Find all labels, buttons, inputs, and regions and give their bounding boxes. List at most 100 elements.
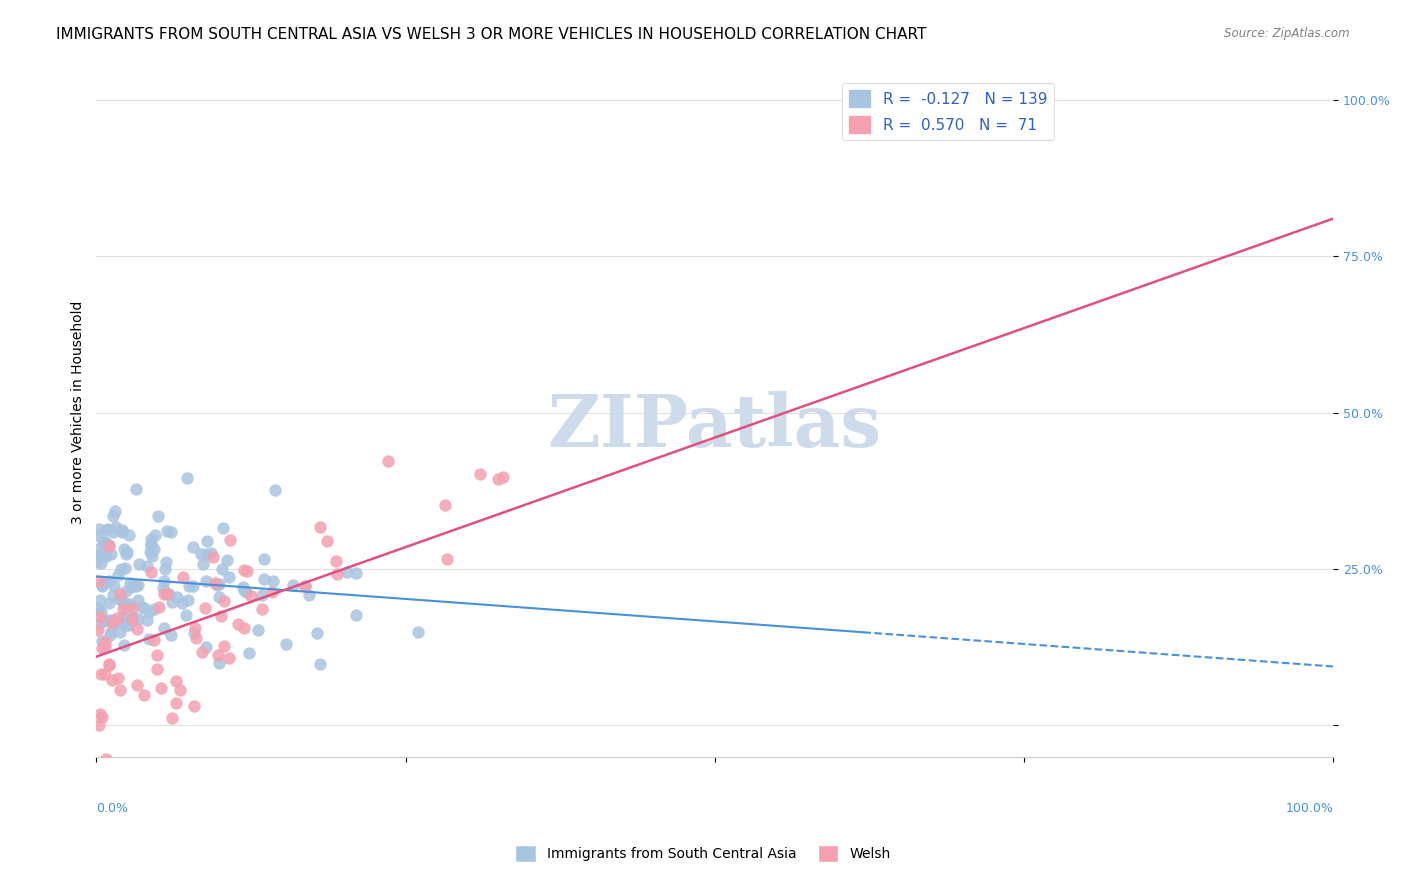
Y-axis label: 3 or more Vehicles in Household: 3 or more Vehicles in Household bbox=[72, 301, 86, 524]
Point bbox=[195, 548, 218, 562]
Point bbox=[100, 625, 122, 640]
Point bbox=[141, 537, 163, 551]
Point bbox=[344, 607, 367, 622]
Point bbox=[97, 574, 120, 588]
Point bbox=[98, 628, 121, 642]
Point bbox=[90, 556, 112, 570]
Point bbox=[124, 579, 146, 593]
Point bbox=[94, 535, 117, 549]
Point bbox=[202, 549, 225, 564]
Point bbox=[112, 598, 135, 612]
Point bbox=[118, 618, 141, 632]
Point bbox=[212, 639, 235, 653]
Legend: Immigrants from South Central Asia, Welsh: Immigrants from South Central Asia, Wels… bbox=[509, 839, 897, 867]
Point bbox=[160, 628, 183, 642]
Point bbox=[181, 579, 204, 593]
Point bbox=[139, 538, 162, 552]
Point bbox=[274, 637, 297, 651]
Point bbox=[344, 566, 367, 580]
Point bbox=[118, 598, 141, 612]
Point bbox=[325, 554, 347, 568]
Point bbox=[91, 535, 114, 549]
Point bbox=[94, 523, 117, 537]
Point bbox=[191, 558, 214, 572]
Point bbox=[155, 524, 177, 538]
Point bbox=[114, 548, 136, 562]
Point bbox=[127, 593, 149, 607]
Point bbox=[112, 602, 135, 616]
Point bbox=[146, 508, 169, 523]
Point bbox=[90, 667, 112, 681]
Point bbox=[97, 596, 120, 610]
Point bbox=[114, 618, 136, 632]
Point bbox=[139, 565, 162, 579]
Point bbox=[153, 621, 176, 635]
Point bbox=[138, 605, 160, 619]
Point bbox=[433, 499, 456, 513]
Point bbox=[143, 632, 166, 647]
Point bbox=[252, 551, 274, 566]
Point bbox=[94, 635, 117, 649]
Point bbox=[172, 570, 194, 584]
Point bbox=[335, 565, 357, 579]
Point bbox=[406, 625, 429, 640]
Point bbox=[112, 542, 135, 557]
Point bbox=[236, 564, 259, 578]
Point bbox=[486, 472, 509, 486]
Point bbox=[111, 524, 134, 539]
Point bbox=[138, 632, 160, 646]
Point bbox=[101, 524, 124, 539]
Point bbox=[120, 576, 142, 591]
Point bbox=[91, 710, 114, 724]
Point bbox=[309, 520, 332, 534]
Point bbox=[86, 555, 108, 569]
Point bbox=[436, 551, 458, 566]
Point bbox=[155, 555, 177, 569]
Point bbox=[108, 624, 131, 639]
Point bbox=[94, 640, 117, 654]
Text: ZIPatlas: ZIPatlas bbox=[548, 391, 882, 462]
Point bbox=[152, 581, 174, 595]
Point bbox=[211, 520, 233, 534]
Point bbox=[218, 570, 240, 584]
Point bbox=[169, 682, 191, 697]
Point bbox=[112, 595, 135, 609]
Point bbox=[186, 632, 208, 646]
Point bbox=[298, 588, 321, 602]
Point bbox=[94, 538, 117, 552]
Point bbox=[121, 612, 143, 626]
Point bbox=[107, 591, 129, 606]
Point bbox=[136, 558, 159, 573]
Point bbox=[107, 568, 129, 582]
Point bbox=[209, 609, 232, 624]
Point bbox=[90, 605, 112, 619]
Text: Source: ZipAtlas.com: Source: ZipAtlas.com bbox=[1225, 27, 1350, 40]
Point bbox=[127, 622, 149, 636]
Point bbox=[127, 612, 149, 626]
Point bbox=[132, 600, 155, 615]
Point bbox=[294, 579, 316, 593]
Point bbox=[114, 596, 136, 610]
Point bbox=[307, 626, 329, 640]
Point bbox=[120, 580, 142, 594]
Point bbox=[377, 453, 399, 467]
Point bbox=[131, 599, 153, 614]
Point bbox=[100, 547, 122, 561]
Point bbox=[165, 696, 187, 710]
Point bbox=[183, 626, 205, 640]
Point bbox=[122, 610, 145, 624]
Point bbox=[325, 567, 347, 582]
Point bbox=[184, 621, 207, 635]
Point bbox=[89, 610, 111, 624]
Point bbox=[194, 601, 217, 615]
Point bbox=[194, 574, 217, 588]
Point bbox=[315, 533, 337, 548]
Point bbox=[89, 592, 111, 607]
Point bbox=[94, 534, 117, 549]
Point bbox=[153, 574, 176, 588]
Text: 0.0%: 0.0% bbox=[97, 802, 128, 814]
Point bbox=[96, 752, 118, 766]
Point bbox=[89, 706, 111, 721]
Point bbox=[89, 548, 111, 562]
Point bbox=[208, 576, 231, 591]
